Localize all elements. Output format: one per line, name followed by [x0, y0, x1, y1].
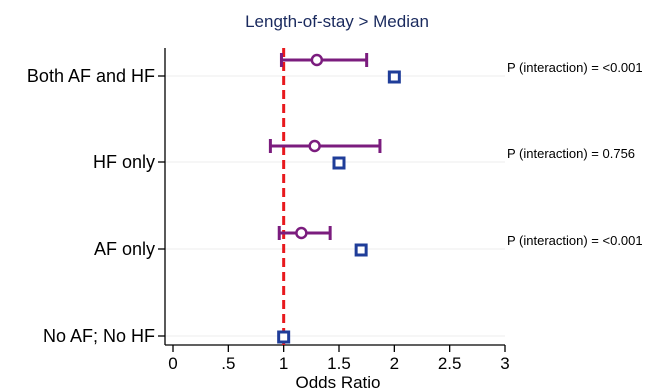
- point-circle: [310, 53, 324, 67]
- x-tick-label: 2: [390, 354, 399, 373]
- x-tick-labels: 0 .5 1 1.5 2 2.5 3: [168, 345, 510, 373]
- data-marks: [268, 53, 401, 344]
- point-square: [277, 330, 291, 344]
- p-interaction-annotation: P (interaction) = 0.756: [507, 146, 635, 161]
- annotations: P (interaction) = <0.001 P (interaction) …: [507, 60, 643, 248]
- p-interaction-annotation: P (interaction) = <0.001: [507, 233, 643, 248]
- y-tick-labels: Both AF and HF HF only AF only No AF; No HF: [27, 66, 165, 346]
- x-tick-label: .5: [221, 354, 235, 373]
- point-square: [332, 156, 346, 170]
- axes: [164, 48, 505, 346]
- point-square: [354, 243, 368, 257]
- point-square: [387, 70, 401, 84]
- y-tick-label: AF only: [94, 239, 155, 259]
- x-tick-label: 0: [168, 354, 177, 373]
- chart-title: Length-of-stay > Median: [245, 12, 429, 31]
- x-tick-label: 1: [279, 354, 288, 373]
- point-circle: [308, 139, 321, 153]
- x-tick-label: 3: [500, 354, 509, 373]
- point-circle: [295, 226, 308, 240]
- y-tick-label: No AF; No HF: [43, 326, 155, 346]
- p-interaction-annotation: P (interaction) = <0.001: [507, 60, 643, 75]
- grid: [165, 75, 505, 337]
- x-axis-label: Odds Ratio: [295, 373, 380, 391]
- y-tick-label: Both AF and HF: [27, 66, 155, 86]
- y-tick-label: HF only: [93, 152, 155, 172]
- x-tick-label: 2.5: [438, 354, 462, 373]
- x-tick-label: 1.5: [327, 354, 351, 373]
